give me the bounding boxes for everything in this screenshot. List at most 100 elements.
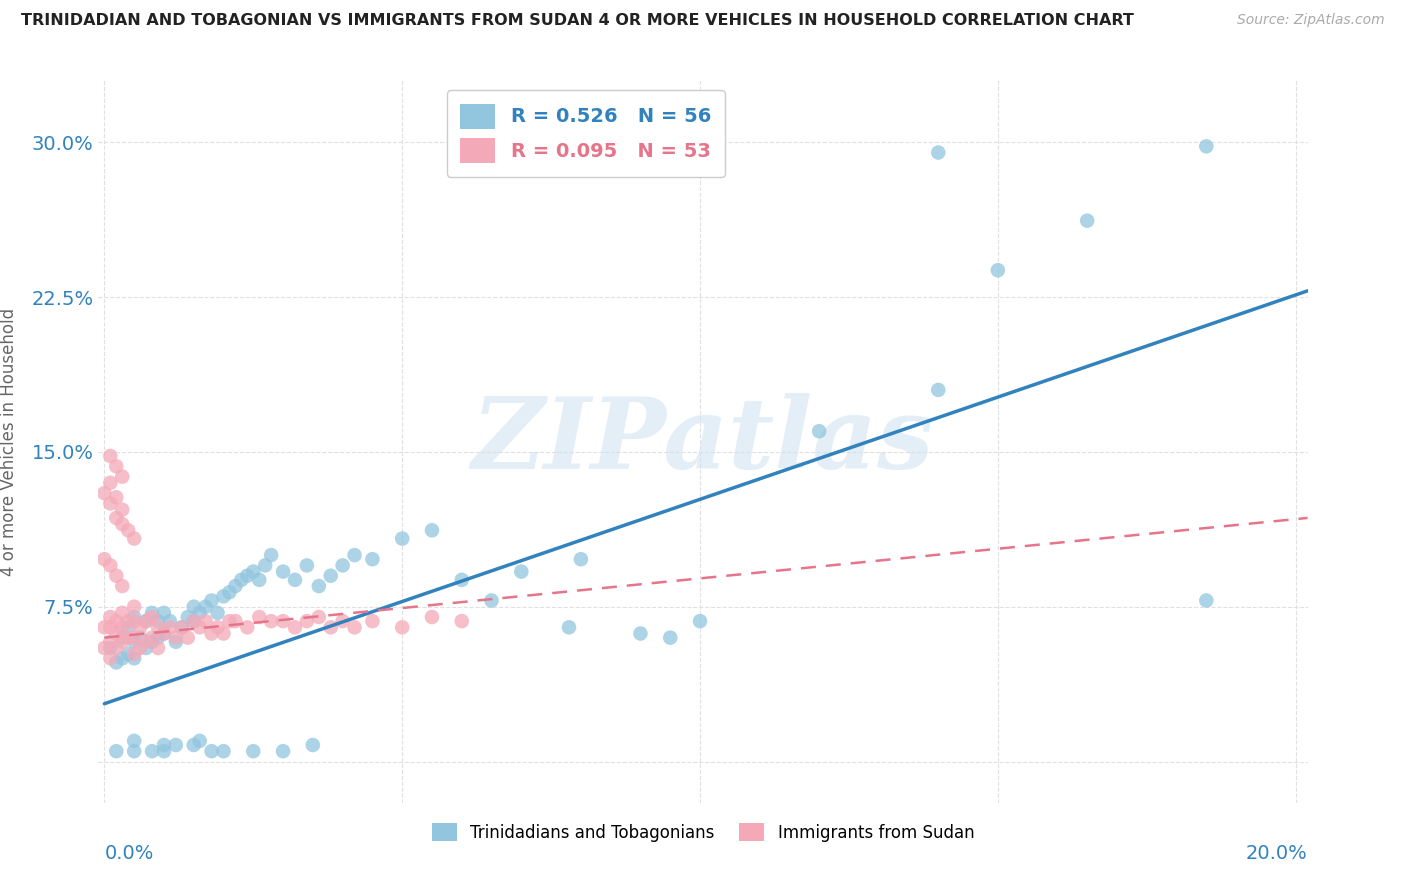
Point <box>295 558 318 573</box>
Point <box>927 145 949 160</box>
Point <box>308 579 330 593</box>
Point <box>122 634 145 648</box>
Point <box>141 634 163 648</box>
Point <box>1195 139 1218 153</box>
Point <box>117 614 139 628</box>
Point <box>200 593 222 607</box>
Point <box>122 651 145 665</box>
Point <box>141 606 163 620</box>
Point <box>159 614 181 628</box>
Point <box>129 631 152 645</box>
Text: Source: ZipAtlas.com: Source: ZipAtlas.com <box>1237 13 1385 28</box>
Point <box>135 614 157 628</box>
Point <box>122 744 145 758</box>
Point <box>207 620 229 634</box>
Point <box>153 744 176 758</box>
Point <box>343 548 366 562</box>
Point <box>236 620 259 634</box>
Point <box>236 568 259 582</box>
Point <box>146 614 169 628</box>
Point <box>183 614 205 628</box>
Point <box>212 590 235 604</box>
Point <box>319 568 342 582</box>
Point <box>165 738 187 752</box>
Point <box>122 647 145 661</box>
Point <box>284 573 307 587</box>
Point <box>153 626 176 640</box>
Point <box>630 626 652 640</box>
Point <box>177 610 200 624</box>
Point <box>111 631 134 645</box>
Point <box>242 565 264 579</box>
Point <box>98 620 121 634</box>
Point <box>93 640 115 655</box>
Point <box>98 651 121 665</box>
Point <box>224 579 246 593</box>
Point <box>194 599 217 614</box>
Text: 0.0%: 0.0% <box>104 845 153 863</box>
Point <box>153 606 176 620</box>
Point <box>183 738 205 752</box>
Point <box>1076 213 1098 227</box>
Point <box>361 614 384 628</box>
Point <box>177 631 200 645</box>
Point <box>105 626 128 640</box>
Point <box>165 634 187 648</box>
Point <box>987 263 1010 277</box>
Point <box>927 383 949 397</box>
Point <box>111 469 134 483</box>
Point <box>302 738 325 752</box>
Point <box>212 626 235 640</box>
Point <box>271 614 294 628</box>
Text: ZIPatlas: ZIPatlas <box>472 393 934 490</box>
Point <box>183 614 205 628</box>
Point <box>98 496 121 510</box>
Point <box>105 614 128 628</box>
Point <box>308 610 330 624</box>
Point <box>111 634 134 648</box>
Point <box>111 517 134 532</box>
Point <box>170 620 193 634</box>
Point <box>260 614 283 628</box>
Point <box>111 651 134 665</box>
Point <box>284 620 307 634</box>
Point <box>183 599 205 614</box>
Point <box>1195 593 1218 607</box>
Point <box>391 532 413 546</box>
Point <box>361 552 384 566</box>
Point <box>111 502 134 516</box>
Point <box>105 490 128 504</box>
Point <box>98 475 121 490</box>
Point <box>105 744 128 758</box>
Point <box>111 606 134 620</box>
Point <box>122 599 145 614</box>
Point <box>332 614 354 628</box>
Point <box>659 631 682 645</box>
Point <box>450 573 472 587</box>
Point <box>98 634 121 648</box>
Point <box>224 614 246 628</box>
Point <box>689 614 711 628</box>
Point <box>105 568 128 582</box>
Point <box>450 614 472 628</box>
Point <box>146 620 169 634</box>
Point <box>111 620 134 634</box>
Point <box>212 744 235 758</box>
Point <box>105 511 128 525</box>
Text: TRINIDADIAN AND TOBAGONIAN VS IMMIGRANTS FROM SUDAN 4 OR MORE VEHICLES IN HOUSEH: TRINIDADIAN AND TOBAGONIAN VS IMMIGRANTS… <box>21 13 1135 29</box>
Point <box>343 620 366 634</box>
Point <box>135 614 157 628</box>
Point <box>129 640 152 655</box>
Point <box>141 631 163 645</box>
Point <box>146 640 169 655</box>
Point <box>98 610 121 624</box>
Point <box>153 626 176 640</box>
Point <box>93 620 115 634</box>
Point <box>170 620 193 634</box>
Point <box>200 626 222 640</box>
Point <box>135 634 157 648</box>
Text: 20.0%: 20.0% <box>1246 845 1308 863</box>
Point <box>254 558 277 573</box>
Point <box>93 552 115 566</box>
Point <box>122 631 145 645</box>
